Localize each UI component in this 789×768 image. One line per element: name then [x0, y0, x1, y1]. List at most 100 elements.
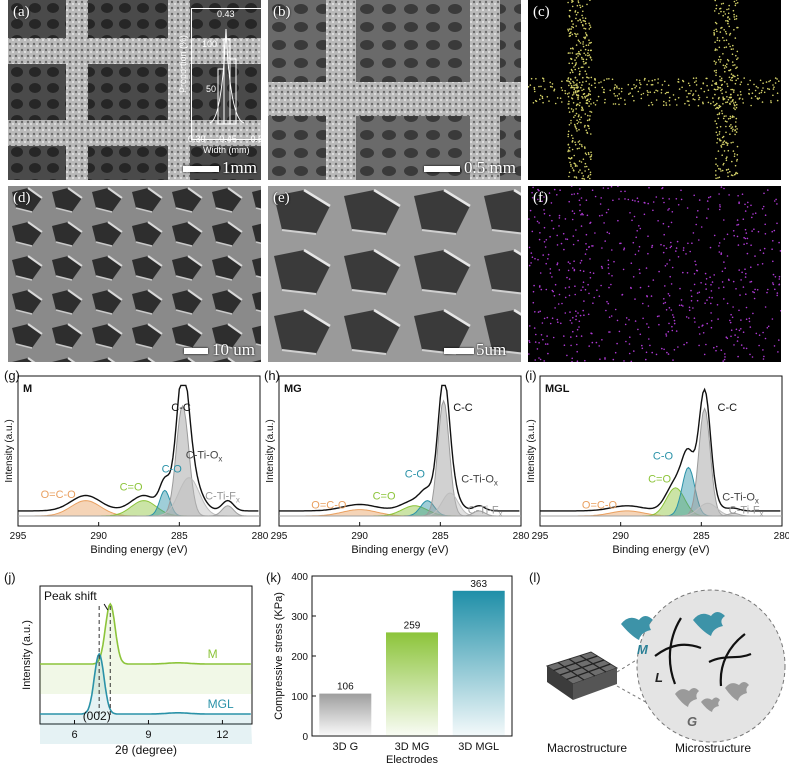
- element-dot: [709, 196, 712, 198]
- element-dot: [716, 142, 718, 144]
- element-dot: [545, 239, 548, 241]
- element-dot: [638, 79, 641, 82]
- element-dot: [772, 282, 774, 284]
- element-dot: [637, 250, 640, 252]
- element-dot: [563, 248, 565, 251]
- peak-label-ctif: C-Ti-Fx: [468, 504, 503, 518]
- element-dot: [579, 4, 581, 7]
- element-dot: [751, 216, 753, 219]
- element-dot: [551, 83, 554, 85]
- element-dot: [717, 58, 720, 61]
- element-dot: [624, 198, 626, 200]
- element-dot: [736, 50, 739, 53]
- element-dot: [620, 97, 622, 99]
- element-dot: [728, 25, 730, 28]
- element-dot: [728, 4, 730, 7]
- element-dot: [668, 294, 671, 297]
- element-dot: [730, 127, 732, 129]
- element-dot: [576, 350, 578, 353]
- element-dot: [718, 287, 720, 289]
- element-dot: [571, 52, 574, 54]
- element-dot: [591, 245, 593, 247]
- element-dot: [720, 3, 723, 5]
- element-dot: [638, 268, 641, 271]
- element-dot: [685, 253, 687, 255]
- element-dot: [688, 84, 691, 87]
- element-dot: [580, 21, 583, 24]
- element-dot: [736, 103, 738, 106]
- element-dot: [718, 133, 721, 135]
- element-dot: [729, 115, 732, 118]
- category-label: 3D G: [332, 741, 358, 753]
- element-dot: [670, 309, 673, 311]
- element-dot: [628, 343, 631, 345]
- element-dot: [532, 301, 535, 304]
- element-dot: [579, 269, 582, 272]
- inset-xtick: 0.60: [250, 134, 261, 144]
- y-tick-label: 100: [291, 692, 308, 703]
- sem-sheet-texture: [268, 186, 521, 362]
- element-dot: [637, 90, 640, 93]
- element-dot: [737, 77, 739, 80]
- element-dot: [729, 319, 731, 322]
- element-dot: [585, 248, 588, 251]
- element-dot: [594, 79, 596, 81]
- element-dot: [731, 100, 734, 102]
- element-dot: [576, 4, 579, 7]
- element-dot: [549, 85, 552, 88]
- element-dot: [577, 11, 579, 14]
- element-dot: [590, 158, 592, 160]
- element-dot: [560, 87, 563, 89]
- element-dot: [639, 227, 642, 230]
- element-dot: [732, 141, 734, 144]
- element-dot: [669, 275, 671, 278]
- element-dot: [663, 298, 665, 300]
- element-dot: [616, 85, 618, 87]
- element-dot: [675, 250, 677, 252]
- element-dot: [583, 63, 585, 65]
- element-dot: [585, 73, 588, 75]
- elemental-map-dots: [528, 186, 781, 362]
- element-dot: [754, 212, 757, 214]
- element-dot: [729, 69, 732, 71]
- element-dot: [686, 100, 689, 102]
- bar-value-label: 259: [404, 620, 421, 631]
- element-dot: [584, 70, 587, 72]
- element-dot: [624, 323, 627, 326]
- element-dot: [722, 53, 724, 55]
- element-dot: [583, 36, 585, 39]
- element-dot: [564, 312, 567, 314]
- peak-label-oco: O=C-O: [41, 489, 77, 501]
- element-dot: [575, 229, 577, 231]
- element-dot: [764, 214, 767, 216]
- element-dot: [632, 276, 635, 278]
- element-dot: [572, 110, 574, 113]
- y-tick-label: 200: [291, 652, 308, 663]
- element-dot: [687, 92, 690, 95]
- element-dot: [723, 187, 725, 190]
- element-dot: [584, 48, 587, 51]
- element-dot: [687, 82, 690, 85]
- element-dot: [571, 47, 574, 49]
- element-dot: [736, 160, 738, 162]
- y-axis-label: Intensity (a.u.): [265, 419, 276, 482]
- element-dot: [720, 84, 723, 86]
- element-dot: [770, 101, 772, 104]
- element-dot: [675, 198, 678, 200]
- element-dot: [576, 119, 578, 122]
- element-dot: [573, 88, 575, 91]
- element-dot: [638, 225, 640, 227]
- element-dot: [608, 286, 610, 289]
- element-dot: [578, 81, 581, 84]
- element-dot: [654, 79, 656, 81]
- element-dot: [628, 93, 630, 95]
- element-dot: [602, 91, 605, 93]
- element-dot: [720, 89, 722, 92]
- element-dot: [761, 263, 764, 265]
- linker-lines: [654, 617, 752, 687]
- element-dot: [587, 283, 589, 286]
- inset-xtick: 0.45: [219, 134, 237, 144]
- element-dot: [588, 345, 590, 347]
- element-dot: [589, 171, 592, 174]
- element-dot: [669, 104, 671, 106]
